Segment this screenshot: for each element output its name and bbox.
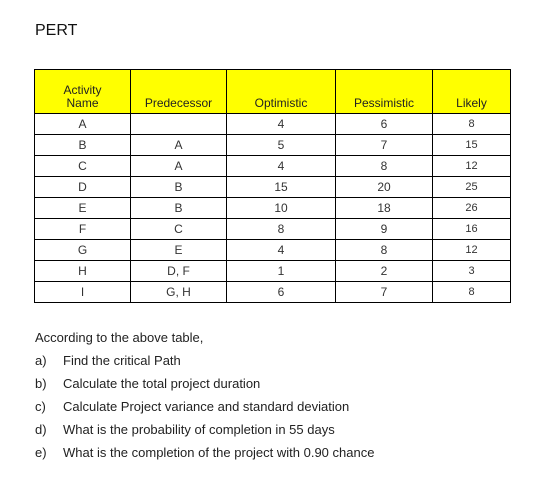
cell-likely: 12 <box>432 239 511 261</box>
cell-pessimistic: 18 <box>335 197 433 219</box>
question-text: Calculate the total project duration <box>63 376 261 391</box>
cell-pessimistic: 7 <box>335 134 433 156</box>
question-text: What is the completion of the project wi… <box>63 445 375 460</box>
cell-pessimistic: 8 <box>335 239 433 261</box>
header-likely: Likely <box>432 69 511 114</box>
cell-predecessor: G, H <box>130 281 227 303</box>
cell-predecessor <box>130 113 227 135</box>
intro-text: According to the above table, <box>35 330 204 345</box>
question-item: c) Calculate Project variance and standar… <box>35 398 374 421</box>
cell-pessimistic: 8 <box>335 155 433 177</box>
cell-activity: D <box>34 176 131 198</box>
cell-likely: 16 <box>432 218 511 240</box>
table-body: A 4 6 8 B A 5 7 15 C A 4 8 12 D B 15 20 25 E B 10 18 26 F C 8 9 16 G E… <box>34 113 511 303</box>
question-letter: e) <box>35 445 47 460</box>
cell-pessimistic: 7 <box>335 281 433 303</box>
cell-pessimistic: 20 <box>335 176 433 198</box>
question-letter: b) <box>35 376 47 391</box>
page-title: PERT <box>35 22 78 39</box>
header-activity-line1: Activity <box>63 83 102 97</box>
cell-predecessor: D, F <box>130 260 227 282</box>
cell-predecessor: A <box>130 134 227 156</box>
cell-optimistic: 4 <box>226 155 336 177</box>
cell-optimistic: 10 <box>226 197 336 219</box>
cell-optimistic: 15 <box>226 176 336 198</box>
question-letter: c) <box>35 399 46 414</box>
cell-activity: B <box>34 134 131 156</box>
cell-likely: 8 <box>432 113 511 135</box>
header-activity-line2: Name <box>66 96 99 110</box>
question-text: Calculate Project variance and standard … <box>63 399 350 414</box>
cell-likely: 3 <box>432 260 511 282</box>
cell-activity: I <box>34 281 131 303</box>
question-item: d) What is the probability of completion … <box>35 421 374 444</box>
cell-optimistic: 6 <box>226 281 336 303</box>
table-row: B A 5 7 15 <box>34 134 511 156</box>
table-row: E B 10 18 26 <box>34 197 511 219</box>
cell-likely: 15 <box>432 134 511 156</box>
table-row: D B 15 20 25 <box>34 176 511 198</box>
cell-likely: 26 <box>432 197 511 219</box>
cell-pessimistic: 9 <box>335 218 433 240</box>
question-letter: d) <box>35 422 47 437</box>
cell-activity: C <box>34 155 131 177</box>
question-item: a) Find the critical Path <box>35 352 374 375</box>
table-header-row: Activity Name Predecessor Optimistic Pess… <box>34 69 511 114</box>
cell-predecessor: C <box>130 218 227 240</box>
cell-optimistic: 8 <box>226 218 336 240</box>
cell-likely: 25 <box>432 176 511 198</box>
question-text: What is the probability of completion in… <box>63 422 335 437</box>
cell-optimistic: 4 <box>226 113 336 135</box>
cell-predecessor: B <box>130 197 227 219</box>
cell-activity: G <box>34 239 131 261</box>
header-activity-name: Activity Name <box>34 69 131 114</box>
header-predecessor: Predecessor <box>130 69 227 114</box>
cell-pessimistic: 2 <box>335 260 433 282</box>
table-row: F C 8 9 16 <box>34 218 511 240</box>
table-row: G E 4 8 12 <box>34 239 511 261</box>
question-list: a) Find the critical Path b) Calculate the … <box>35 352 374 467</box>
question-item: b) Calculate the total project duration <box>35 375 374 398</box>
cell-predecessor: B <box>130 176 227 198</box>
cell-activity: F <box>34 218 131 240</box>
cell-activity: H <box>34 260 131 282</box>
header-optimistic: Optimistic <box>226 69 336 114</box>
cell-predecessor: A <box>130 155 227 177</box>
cell-activity: E <box>34 197 131 219</box>
question-letter: a) <box>35 353 47 368</box>
cell-optimistic: 5 <box>226 134 336 156</box>
cell-optimistic: 4 <box>226 239 336 261</box>
cell-predecessor: E <box>130 239 227 261</box>
question-text: Find the critical Path <box>63 353 181 368</box>
header-pessimistic: Pessimistic <box>335 69 433 114</box>
cell-activity: A <box>34 113 131 135</box>
question-item: e) What is the completion of the project … <box>35 444 374 467</box>
cell-pessimistic: 6 <box>335 113 433 135</box>
cell-optimistic: 1 <box>226 260 336 282</box>
cell-likely: 12 <box>432 155 511 177</box>
pert-table: Activity Name Predecessor Optimistic Pess… <box>34 69 511 303</box>
cell-likely: 8 <box>432 281 511 303</box>
table-row: C A 4 8 12 <box>34 155 511 177</box>
